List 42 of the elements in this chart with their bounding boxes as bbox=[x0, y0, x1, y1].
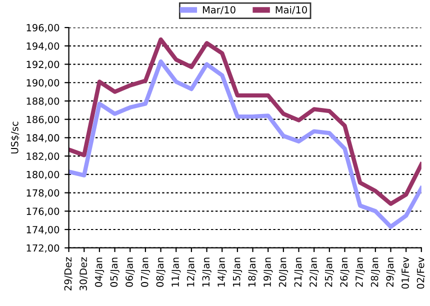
legend-label: Mar/10 bbox=[202, 6, 236, 14]
x-tick-label: 30/Dez bbox=[80, 257, 88, 290]
legend-label: Mai/10 bbox=[276, 6, 307, 14]
y-tick-label: 180,00 bbox=[26, 170, 60, 180]
x-tick-label: 25/Jan bbox=[324, 258, 334, 287]
x-tick-label: 26/Jan bbox=[340, 258, 350, 287]
x-tick-label: 29/Dez bbox=[64, 257, 72, 290]
y-tick-label: 186,00 bbox=[26, 116, 60, 124]
line-series bbox=[68, 37, 422, 206]
x-tick-label: 08/Jan bbox=[156, 258, 166, 287]
y-tick-label: 188,00 bbox=[26, 97, 60, 106]
y-tick-label: 172,00 bbox=[26, 244, 60, 253]
y-tick-label: 182,00 bbox=[26, 152, 60, 161]
y-tick-label: 196,00 bbox=[26, 24, 60, 32]
x-tick-label: 06/Jan bbox=[126, 258, 135, 287]
x-tick-label: 13/Jan bbox=[202, 258, 212, 286]
x-tick-label: 05/Jan bbox=[110, 258, 120, 287]
y-tick-label: 184,00 bbox=[26, 134, 60, 143]
y-tick-label: 176,00 bbox=[26, 208, 60, 216]
x-tick-label: 15/Jan bbox=[233, 258, 242, 286]
x-tick-label: 20/Jan bbox=[278, 258, 288, 287]
x-tick-label: 18/Jan bbox=[248, 258, 258, 286]
y-tick-label: 192,00 bbox=[26, 60, 60, 70]
y-tick-label: 194,00 bbox=[26, 42, 60, 51]
x-tick-label: 04/Jan bbox=[94, 258, 104, 287]
y-tick-label: 190,00 bbox=[26, 79, 60, 88]
x-tick-label: 22/Jan bbox=[310, 258, 319, 287]
x-tick-label: 27/Jan bbox=[356, 258, 365, 287]
x-tick-label: 14/Jan bbox=[218, 258, 227, 286]
y-tick-label: 178,00 bbox=[26, 189, 60, 198]
x-tick-label: 01/Fev bbox=[402, 257, 410, 289]
x-tick-label: 02/Fev bbox=[416, 257, 425, 289]
x-tick-label: 19/Jan bbox=[264, 258, 273, 286]
x-tick-label: 12/Jan bbox=[186, 258, 196, 286]
x-tick-label: 28/Jan bbox=[370, 258, 380, 287]
line-series bbox=[68, 59, 422, 229]
x-tick-label: 21/Jan bbox=[294, 258, 304, 287]
x-tick-label: 29/Jan bbox=[386, 258, 396, 287]
x-tick-label: 07/Jan bbox=[140, 258, 150, 287]
y-axis-title: US$/sc bbox=[10, 122, 20, 154]
y-tick-label: 174,00 bbox=[26, 226, 60, 234]
x-tick-label: 11/Jan bbox=[172, 258, 181, 286]
